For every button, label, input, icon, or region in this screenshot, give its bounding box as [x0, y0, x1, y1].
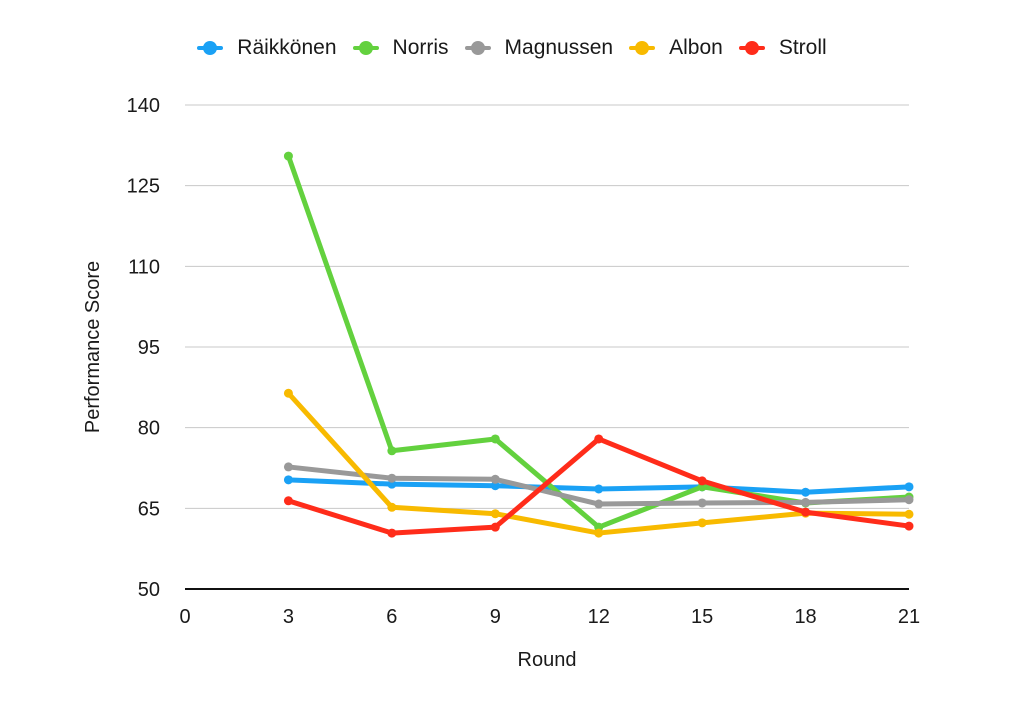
y-axis-ticks: 50 65 80 95 110 125 140: [127, 95, 160, 601]
legend-label: Stroll: [778, 36, 827, 59]
series-stroll: [283, 434, 914, 538]
series-line: [285, 153, 912, 530]
y-tick-label: 125: [127, 176, 160, 198]
data-point[interactable]: [387, 473, 397, 483]
y-tick-label: 80: [138, 418, 160, 440]
data-point[interactable]: [490, 509, 500, 519]
x-tick-label: 18: [794, 606, 816, 628]
data-point[interactable]: [697, 476, 707, 486]
y-tick-label: 140: [127, 95, 160, 117]
data-point[interactable]: [594, 499, 604, 509]
x-axis-ticks: 0 3 6 9 12 15 18 21: [179, 606, 920, 628]
data-point[interactable]: [801, 487, 811, 497]
data-point[interactable]: [387, 528, 397, 538]
data-point[interactable]: [594, 484, 604, 494]
legend-label: Räikkönen: [237, 36, 337, 59]
legend-label: Albon: [669, 36, 723, 59]
legend-label: Norris: [392, 36, 449, 59]
data-point[interactable]: [490, 434, 500, 444]
data-point[interactable]: [801, 507, 811, 517]
data-point[interactable]: [904, 521, 914, 531]
legend-item-norris[interactable]: Norris: [352, 36, 449, 60]
data-point[interactable]: [283, 151, 293, 161]
data-point[interactable]: [490, 522, 500, 532]
y-tick-label: 50: [138, 579, 160, 601]
data-point[interactable]: [697, 518, 707, 528]
x-tick-label: 12: [588, 606, 610, 628]
legend-item-stroll[interactable]: Stroll: [738, 36, 827, 60]
x-tick-label: 0: [179, 606, 190, 628]
data-point[interactable]: [490, 481, 500, 491]
data-point[interactable]: [283, 462, 293, 472]
legend-label: Magnussen: [504, 36, 614, 59]
legend-item-raikkonen[interactable]: Räikkönen: [197, 36, 337, 60]
data-point[interactable]: [697, 498, 707, 508]
legend-marker-icon: [629, 41, 656, 55]
data-point[interactable]: [904, 495, 914, 505]
x-tick-label: 21: [898, 606, 920, 628]
series-lines: [283, 151, 914, 538]
legend-item-magnussen[interactable]: Magnussen: [464, 36, 614, 60]
legend-marker-icon: [738, 41, 765, 55]
x-tick-label: 6: [386, 606, 397, 628]
legend-item-albon[interactable]: Albon: [629, 36, 723, 60]
data-point[interactable]: [490, 474, 500, 484]
x-axis-title: Round: [518, 649, 577, 671]
legend-marker-icon: [352, 41, 379, 55]
data-point[interactable]: [904, 482, 914, 492]
data-point[interactable]: [387, 502, 397, 512]
y-tick-label: 95: [138, 337, 160, 359]
data-point[interactable]: [904, 509, 914, 519]
chart-legend: Räikkönen Norris Magnussen Albon Stroll: [0, 30, 1024, 66]
series-magnussen: [283, 462, 914, 509]
x-tick-label: 9: [490, 606, 501, 628]
data-point[interactable]: [594, 434, 604, 444]
data-point[interactable]: [283, 496, 293, 506]
y-tick-label: 65: [138, 498, 160, 520]
legend-marker-icon: [197, 41, 224, 55]
data-point[interactable]: [283, 388, 293, 398]
data-point[interactable]: [801, 497, 811, 507]
y-tick-label: 110: [128, 256, 160, 278]
y-axis-title: Performance Score: [82, 261, 104, 433]
data-point[interactable]: [594, 528, 604, 538]
data-point[interactable]: [387, 446, 397, 456]
x-tick-label: 3: [283, 606, 294, 628]
data-point[interactable]: [283, 475, 293, 485]
x-tick-label: 15: [691, 606, 713, 628]
legend-marker-icon: [464, 41, 491, 55]
